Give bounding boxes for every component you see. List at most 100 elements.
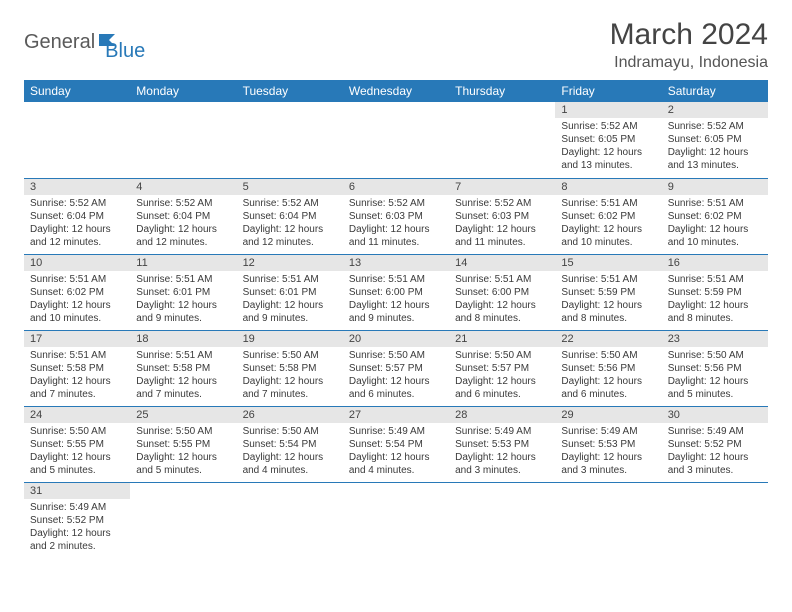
day-number: 31 bbox=[24, 483, 130, 499]
calendar-cell bbox=[662, 482, 768, 558]
calendar-cell: 11Sunrise: 5:51 AMSunset: 6:01 PMDayligh… bbox=[130, 254, 236, 330]
calendar-cell: 15Sunrise: 5:51 AMSunset: 5:59 PMDayligh… bbox=[555, 254, 661, 330]
day-number: 25 bbox=[130, 407, 236, 423]
day-number: 27 bbox=[343, 407, 449, 423]
calendar-cell: 27Sunrise: 5:49 AMSunset: 5:54 PMDayligh… bbox=[343, 406, 449, 482]
day-details: Sunrise: 5:50 AMSunset: 5:58 PMDaylight:… bbox=[237, 347, 343, 405]
day-number: 14 bbox=[449, 255, 555, 271]
day-number: 5 bbox=[237, 179, 343, 195]
calendar-cell: 17Sunrise: 5:51 AMSunset: 5:58 PMDayligh… bbox=[24, 330, 130, 406]
calendar-cell: 25Sunrise: 5:50 AMSunset: 5:55 PMDayligh… bbox=[130, 406, 236, 482]
calendar-cell: 14Sunrise: 5:51 AMSunset: 6:00 PMDayligh… bbox=[449, 254, 555, 330]
day-number: 1 bbox=[555, 102, 661, 118]
day-header: Sunday bbox=[24, 80, 130, 102]
day-details: Sunrise: 5:50 AMSunset: 5:56 PMDaylight:… bbox=[555, 347, 661, 405]
day-header: Saturday bbox=[662, 80, 768, 102]
day-details: Sunrise: 5:49 AMSunset: 5:53 PMDaylight:… bbox=[555, 423, 661, 481]
day-details: Sunrise: 5:49 AMSunset: 5:54 PMDaylight:… bbox=[343, 423, 449, 481]
calendar-cell bbox=[449, 482, 555, 558]
day-details: Sunrise: 5:51 AMSunset: 5:58 PMDaylight:… bbox=[24, 347, 130, 405]
day-details: Sunrise: 5:51 AMSunset: 5:58 PMDaylight:… bbox=[130, 347, 236, 405]
day-number: 29 bbox=[555, 407, 661, 423]
day-details: Sunrise: 5:49 AMSunset: 5:53 PMDaylight:… bbox=[449, 423, 555, 481]
day-number: 11 bbox=[130, 255, 236, 271]
day-header: Tuesday bbox=[237, 80, 343, 102]
day-details: Sunrise: 5:51 AMSunset: 6:01 PMDaylight:… bbox=[130, 271, 236, 329]
calendar-cell bbox=[130, 102, 236, 178]
day-number: 26 bbox=[237, 407, 343, 423]
page-subtitle: Indramayu, Indonesia bbox=[610, 54, 768, 72]
calendar-cell bbox=[343, 102, 449, 178]
calendar-cell: 6Sunrise: 5:52 AMSunset: 6:03 PMDaylight… bbox=[343, 178, 449, 254]
calendar-cell: 22Sunrise: 5:50 AMSunset: 5:56 PMDayligh… bbox=[555, 330, 661, 406]
day-number: 30 bbox=[662, 407, 768, 423]
day-number: 3 bbox=[24, 179, 130, 195]
calendar-cell bbox=[555, 482, 661, 558]
day-details: Sunrise: 5:50 AMSunset: 5:55 PMDaylight:… bbox=[24, 423, 130, 481]
calendar-cell bbox=[449, 102, 555, 178]
day-details: Sunrise: 5:49 AMSunset: 5:52 PMDaylight:… bbox=[24, 499, 130, 557]
calendar-cell: 5Sunrise: 5:52 AMSunset: 6:04 PMDaylight… bbox=[237, 178, 343, 254]
day-number: 13 bbox=[343, 255, 449, 271]
calendar-body: 1Sunrise: 5:52 AMSunset: 6:05 PMDaylight… bbox=[24, 102, 768, 558]
day-details: Sunrise: 5:52 AMSunset: 6:05 PMDaylight:… bbox=[555, 118, 661, 176]
day-details: Sunrise: 5:52 AMSunset: 6:04 PMDaylight:… bbox=[24, 195, 130, 253]
day-details: Sunrise: 5:51 AMSunset: 6:00 PMDaylight:… bbox=[449, 271, 555, 329]
day-number: 28 bbox=[449, 407, 555, 423]
day-number: 20 bbox=[343, 331, 449, 347]
day-details: Sunrise: 5:50 AMSunset: 5:55 PMDaylight:… bbox=[130, 423, 236, 481]
day-number: 8 bbox=[555, 179, 661, 195]
calendar-cell bbox=[237, 102, 343, 178]
calendar-cell: 16Sunrise: 5:51 AMSunset: 5:59 PMDayligh… bbox=[662, 254, 768, 330]
day-number: 24 bbox=[24, 407, 130, 423]
day-number: 17 bbox=[24, 331, 130, 347]
calendar-cell: 24Sunrise: 5:50 AMSunset: 5:55 PMDayligh… bbox=[24, 406, 130, 482]
logo-text-general: General bbox=[24, 31, 95, 54]
title-block: March 2024 Indramayu, Indonesia bbox=[610, 18, 768, 72]
day-details: Sunrise: 5:50 AMSunset: 5:57 PMDaylight:… bbox=[343, 347, 449, 405]
day-details: Sunrise: 5:51 AMSunset: 6:02 PMDaylight:… bbox=[662, 195, 768, 253]
logo: General Blue bbox=[24, 22, 145, 63]
day-number: 10 bbox=[24, 255, 130, 271]
day-number: 15 bbox=[555, 255, 661, 271]
day-header: Wednesday bbox=[343, 80, 449, 102]
day-details: Sunrise: 5:52 AMSunset: 6:04 PMDaylight:… bbox=[237, 195, 343, 253]
day-details: Sunrise: 5:51 AMSunset: 5:59 PMDaylight:… bbox=[555, 271, 661, 329]
calendar-cell: 9Sunrise: 5:51 AMSunset: 6:02 PMDaylight… bbox=[662, 178, 768, 254]
calendar-cell bbox=[130, 482, 236, 558]
calendar-cell: 2Sunrise: 5:52 AMSunset: 6:05 PMDaylight… bbox=[662, 102, 768, 178]
day-details: Sunrise: 5:49 AMSunset: 5:52 PMDaylight:… bbox=[662, 423, 768, 481]
day-number: 21 bbox=[449, 331, 555, 347]
calendar-cell: 26Sunrise: 5:50 AMSunset: 5:54 PMDayligh… bbox=[237, 406, 343, 482]
day-details: Sunrise: 5:50 AMSunset: 5:56 PMDaylight:… bbox=[662, 347, 768, 405]
day-number: 4 bbox=[130, 179, 236, 195]
day-number: 6 bbox=[343, 179, 449, 195]
header: General Blue March 2024 Indramayu, Indon… bbox=[24, 18, 768, 72]
day-details: Sunrise: 5:52 AMSunset: 6:05 PMDaylight:… bbox=[662, 118, 768, 176]
calendar-cell: 12Sunrise: 5:51 AMSunset: 6:01 PMDayligh… bbox=[237, 254, 343, 330]
calendar-cell: 19Sunrise: 5:50 AMSunset: 5:58 PMDayligh… bbox=[237, 330, 343, 406]
day-number: 2 bbox=[662, 102, 768, 118]
day-details: Sunrise: 5:51 AMSunset: 6:02 PMDaylight:… bbox=[555, 195, 661, 253]
calendar-cell: 31Sunrise: 5:49 AMSunset: 5:52 PMDayligh… bbox=[24, 482, 130, 558]
calendar-cell: 7Sunrise: 5:52 AMSunset: 6:03 PMDaylight… bbox=[449, 178, 555, 254]
day-details: Sunrise: 5:52 AMSunset: 6:04 PMDaylight:… bbox=[130, 195, 236, 253]
day-header: Monday bbox=[130, 80, 236, 102]
calendar-cell: 21Sunrise: 5:50 AMSunset: 5:57 PMDayligh… bbox=[449, 330, 555, 406]
day-details: Sunrise: 5:52 AMSunset: 6:03 PMDaylight:… bbox=[449, 195, 555, 253]
day-details: Sunrise: 5:51 AMSunset: 6:02 PMDaylight:… bbox=[24, 271, 130, 329]
calendar-cell bbox=[237, 482, 343, 558]
calendar-cell bbox=[24, 102, 130, 178]
day-details: Sunrise: 5:51 AMSunset: 6:01 PMDaylight:… bbox=[237, 271, 343, 329]
day-details: Sunrise: 5:51 AMSunset: 5:59 PMDaylight:… bbox=[662, 271, 768, 329]
calendar-cell: 23Sunrise: 5:50 AMSunset: 5:56 PMDayligh… bbox=[662, 330, 768, 406]
day-number: 23 bbox=[662, 331, 768, 347]
logo-text-blue: Blue bbox=[105, 40, 145, 63]
day-number: 16 bbox=[662, 255, 768, 271]
calendar-head: SundayMondayTuesdayWednesdayThursdayFrid… bbox=[24, 80, 768, 102]
day-details: Sunrise: 5:50 AMSunset: 5:57 PMDaylight:… bbox=[449, 347, 555, 405]
calendar-cell: 8Sunrise: 5:51 AMSunset: 6:02 PMDaylight… bbox=[555, 178, 661, 254]
day-header: Friday bbox=[555, 80, 661, 102]
calendar-cell: 18Sunrise: 5:51 AMSunset: 5:58 PMDayligh… bbox=[130, 330, 236, 406]
calendar-cell: 28Sunrise: 5:49 AMSunset: 5:53 PMDayligh… bbox=[449, 406, 555, 482]
